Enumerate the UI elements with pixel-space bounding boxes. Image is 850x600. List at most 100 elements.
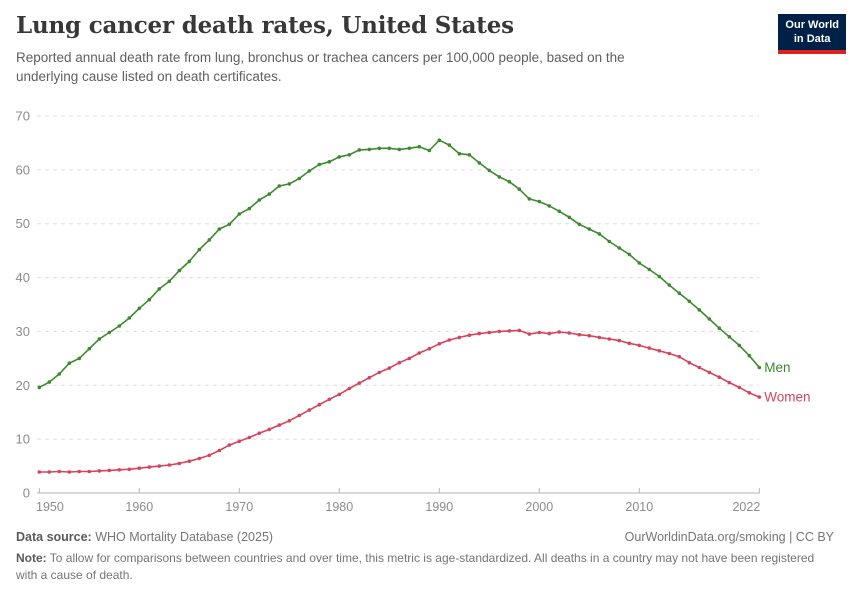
men-point-2003[interactable]: [567, 215, 572, 220]
men-point-1967[interactable]: [207, 238, 212, 242]
women-point-1971[interactable]: [247, 435, 252, 440]
men-series-points[interactable]: [37, 138, 762, 390]
women-point-1997[interactable]: [507, 329, 512, 333]
men-point-1970[interactable]: [237, 212, 242, 216]
men-point-1952[interactable]: [57, 372, 62, 376]
men-point-1994[interactable]: [477, 161, 482, 165]
men-point-1950[interactable]: [37, 385, 42, 390]
men-point-1986[interactable]: [397, 147, 402, 152]
men-point-1960[interactable]: [137, 306, 142, 311]
women-point-1966[interactable]: [197, 456, 202, 461]
women-point-1982[interactable]: [357, 381, 362, 385]
men-point-2016[interactable]: [697, 308, 702, 312]
women-point-1989[interactable]: [427, 346, 432, 351]
women-point-1962[interactable]: [157, 464, 162, 468]
men-point-2013[interactable]: [667, 283, 672, 287]
women-point-1961[interactable]: [147, 465, 152, 469]
men-point-1963[interactable]: [167, 279, 172, 284]
women-point-1950[interactable]: [37, 470, 42, 474]
men-point-2019[interactable]: [727, 335, 732, 339]
men-point-2006[interactable]: [597, 232, 602, 236]
women-point-2013[interactable]: [667, 351, 672, 356]
men-point-1973[interactable]: [267, 192, 272, 196]
license-link[interactable]: OurWorldinData.org/smoking | CC BY: [624, 530, 834, 544]
men-point-1983[interactable]: [367, 147, 372, 152]
men-point-1988[interactable]: [417, 144, 422, 149]
men-point-2002[interactable]: [557, 209, 562, 214]
women-point-1968[interactable]: [217, 448, 222, 453]
men-point-2008[interactable]: [617, 246, 622, 250]
men-point-1980[interactable]: [337, 155, 342, 159]
women-point-1980[interactable]: [337, 392, 342, 397]
men-series-line[interactable]: [38, 139, 760, 389]
men-point-1972[interactable]: [257, 198, 262, 202]
men-point-1951[interactable]: [47, 380, 52, 384]
women-point-2014[interactable]: [677, 354, 682, 359]
men-point-1997[interactable]: [507, 179, 512, 184]
men-point-1990[interactable]: [437, 138, 442, 142]
women-point-2001[interactable]: [547, 331, 552, 336]
men-point-2017[interactable]: [707, 317, 712, 321]
women-point-2009[interactable]: [627, 341, 632, 346]
women-point-1994[interactable]: [477, 331, 482, 336]
women-point-1972[interactable]: [257, 431, 262, 436]
men-point-1977[interactable]: [307, 169, 312, 173]
men-point-2005[interactable]: [587, 227, 592, 231]
men-point-1962[interactable]: [157, 287, 162, 291]
women-point-1987[interactable]: [407, 356, 412, 361]
men-point-1969[interactable]: [227, 222, 232, 227]
women-point-1990[interactable]: [437, 342, 442, 346]
women-point-1996[interactable]: [497, 329, 502, 334]
women-point-1956[interactable]: [97, 469, 102, 473]
women-point-1957[interactable]: [107, 468, 112, 473]
men-point-1979[interactable]: [327, 160, 332, 164]
women-point-1981[interactable]: [347, 386, 352, 391]
men-point-2001[interactable]: [547, 204, 552, 208]
men-point-1976[interactable]: [297, 176, 302, 181]
women-point-2011[interactable]: [647, 346, 652, 350]
women-point-1965[interactable]: [187, 459, 192, 464]
women-point-1995[interactable]: [487, 330, 492, 335]
men-point-1957[interactable]: [107, 330, 112, 335]
men-point-2009[interactable]: [627, 252, 632, 257]
women-point-1954[interactable]: [77, 469, 82, 474]
women-point-1999[interactable]: [527, 332, 532, 336]
women-point-2020[interactable]: [737, 385, 742, 390]
men-point-1959[interactable]: [127, 316, 132, 320]
women-point-1975[interactable]: [287, 419, 292, 423]
women-point-1973[interactable]: [267, 427, 272, 432]
men-point-2000[interactable]: [537, 199, 542, 204]
women-point-1988[interactable]: [417, 351, 422, 355]
men-point-2015[interactable]: [687, 299, 692, 304]
men-point-2014[interactable]: [677, 291, 682, 296]
men-point-1966[interactable]: [197, 247, 202, 252]
men-point-1975[interactable]: [287, 182, 292, 186]
women-point-1974[interactable]: [277, 423, 282, 427]
women-point-1977[interactable]: [307, 408, 312, 412]
men-point-1992[interactable]: [457, 151, 462, 156]
women-point-2021[interactable]: [747, 391, 752, 395]
women-point-2002[interactable]: [557, 330, 562, 334]
men-point-1995[interactable]: [487, 168, 492, 173]
men-point-1965[interactable]: [187, 259, 192, 264]
men-point-2022[interactable]: [757, 365, 762, 370]
men-point-2021[interactable]: [747, 353, 752, 358]
men-point-2020[interactable]: [737, 343, 742, 348]
women-point-1986[interactable]: [397, 360, 402, 365]
women-point-1967[interactable]: [207, 453, 212, 458]
men-point-2012[interactable]: [657, 274, 662, 279]
men-point-1954[interactable]: [77, 356, 82, 361]
women-point-1952[interactable]: [57, 469, 62, 474]
women-point-1953[interactable]: [67, 470, 72, 474]
women-point-1979[interactable]: [327, 397, 332, 402]
women-point-2019[interactable]: [727, 380, 732, 385]
owid-logo[interactable]: Our World in Data: [778, 14, 846, 54]
men-point-1998[interactable]: [517, 187, 522, 191]
men-point-1974[interactable]: [277, 184, 282, 188]
men-point-1971[interactable]: [247, 206, 252, 211]
men-point-2010[interactable]: [637, 261, 642, 265]
men-point-2007[interactable]: [607, 239, 612, 244]
women-point-2017[interactable]: [707, 370, 712, 375]
men-point-1982[interactable]: [357, 148, 362, 152]
